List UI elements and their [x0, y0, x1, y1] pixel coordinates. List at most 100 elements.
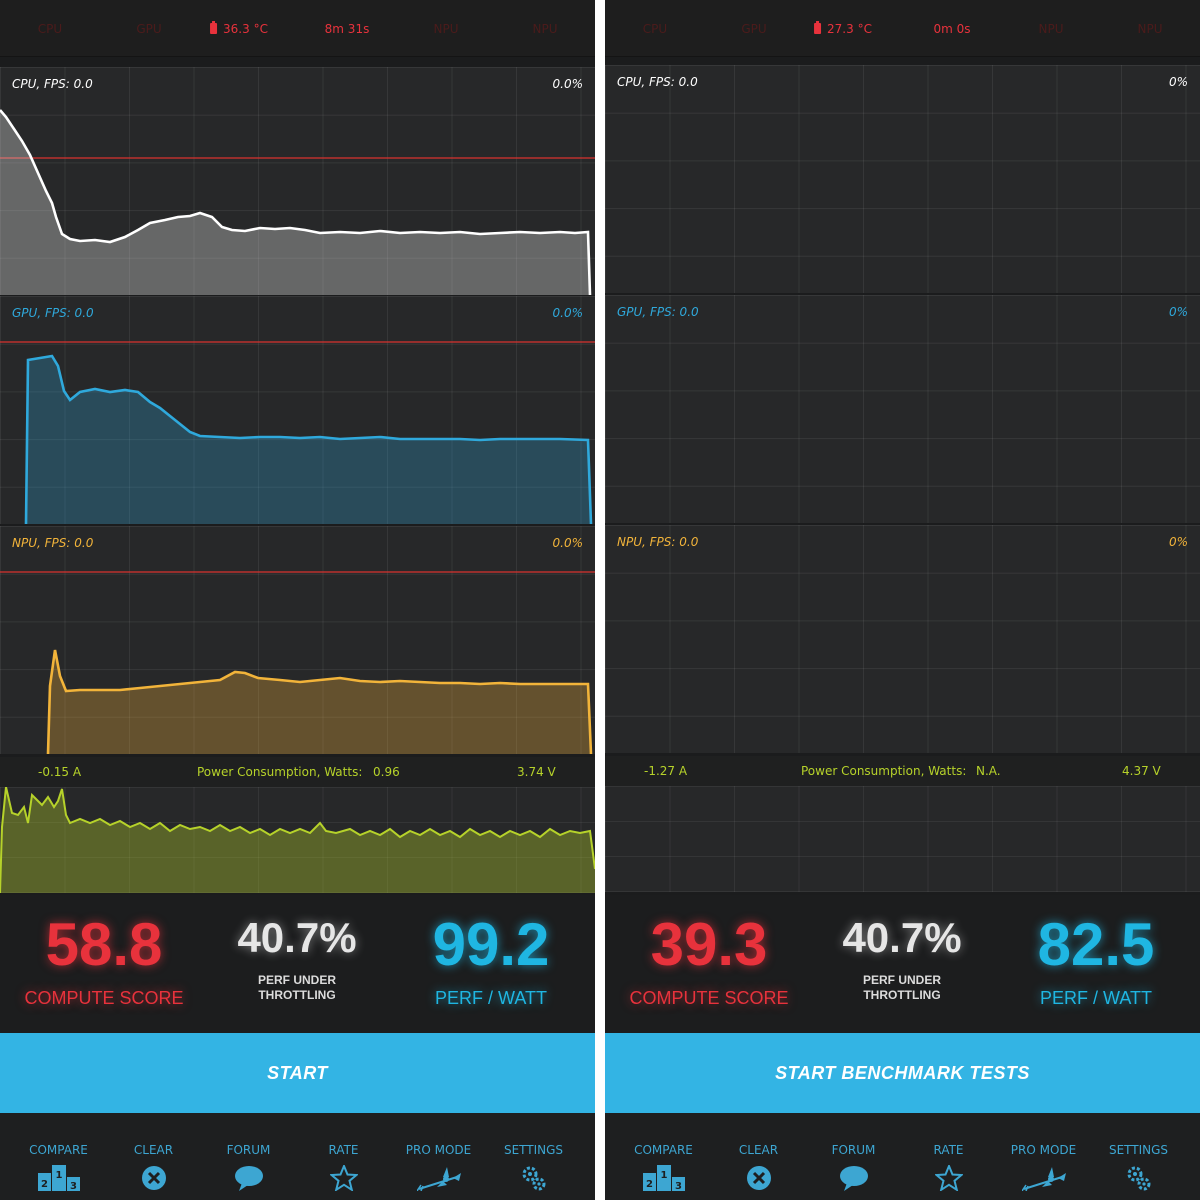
svg-text:3: 3: [70, 1181, 77, 1191]
power-readout-bar: -1.27 A Power Consumption, Watts: N.A. 4…: [605, 756, 1200, 786]
nav-settings[interactable]: SETTINGS: [484, 1143, 583, 1191]
star-icon: [329, 1165, 358, 1191]
power-consumption-label: Power Consumption, Watts:: [197, 765, 363, 779]
cpu-fps-label: CPU, FPS: 0.0: [12, 77, 93, 91]
nav-clear-label: CLEAR: [738, 1143, 779, 1157]
gpu-graph-panel: GPU, FPS: 0.0 0%: [605, 295, 1200, 523]
nav-clear[interactable]: CLEAR: [104, 1143, 203, 1191]
svg-text:2: 2: [41, 1179, 48, 1190]
power-current: -1.27 A: [644, 764, 688, 778]
nav-forum[interactable]: FORUM: [199, 1143, 298, 1191]
throttling-label: PERF UNDER THROTTLING: [198, 973, 396, 1003]
throttling-value: 40.7%: [842, 914, 962, 961]
power-consumption-value: 0.96: [373, 765, 400, 779]
compute-score-label: COMPUTE SCORE: [629, 988, 789, 1008]
nav-forum-label: FORUM: [831, 1143, 876, 1157]
gear-icon: [522, 1166, 545, 1191]
cpu-graph-line: [0, 109, 592, 295]
cpu-graph-panel: CPU, FPS: 0.0 0.0%: [0, 67, 595, 295]
nav-pro-mode[interactable]: PRO MODE: [389, 1143, 488, 1191]
battery-icon: [210, 21, 218, 34]
gpu-graph-panel: GPU, FPS: 0.0 0.0%: [0, 296, 595, 524]
witch-icon: [1021, 1167, 1066, 1191]
score-summary: 58.8 COMPUTE SCORE 40.7% PERF UNDER THRO…: [0, 895, 595, 1033]
compute-score-label: COMPUTE SCORE: [24, 988, 184, 1008]
nav-clear[interactable]: CLEAR: [709, 1143, 808, 1191]
throttling-label-line2: THROTTLING: [863, 988, 941, 1002]
compute-score: 39.3 COMPUTE SCORE: [610, 895, 808, 1009]
compute-score: 58.8 COMPUTE SCORE: [5, 895, 203, 1009]
svg-text:3: 3: [675, 1181, 682, 1191]
nav-forum[interactable]: FORUM: [804, 1143, 903, 1191]
perf-per-watt-label: PERF / WATT: [435, 988, 547, 1008]
cpu-percent-label: 0%: [1168, 75, 1188, 89]
nav-rate[interactable]: RATE: [899, 1143, 998, 1191]
gpu-graph-line: [24, 354, 593, 524]
compute-score-value: 58.8: [45, 911, 163, 978]
cpu-percent-label: 0.0%: [552, 77, 584, 91]
nav-rate[interactable]: RATE: [294, 1143, 393, 1191]
gpu-graph: [0, 341, 595, 524]
start-benchmark-tests-button[interactable]: START BENCHMARK TESTS: [605, 1033, 1200, 1113]
nav-rate-label: RATE: [933, 1143, 964, 1157]
clear-x-icon: [746, 1166, 771, 1190]
npu-graph: [0, 571, 595, 754]
npu-percent-label: 0%: [1168, 535, 1188, 549]
throttling-label-line1: PERF UNDER: [862, 973, 941, 987]
throttling-label-line2: THROTTLING: [258, 988, 336, 1002]
power-graph-fill: [0, 787, 595, 893]
podium-icon: 2 1 3: [642, 1165, 685, 1191]
gpu-percent-label: 0.0%: [552, 306, 584, 320]
nav-compare[interactable]: COMPARE 2 1 3: [614, 1143, 713, 1191]
gpu-fps-label: GPU, FPS: 0.0: [617, 305, 699, 319]
status-bar: CPU GPU 36.3 °C 8m 31s NPU NPU: [0, 0, 595, 57]
status-npu-2: NPU: [1137, 22, 1163, 36]
nav-pro-mode[interactable]: PRO MODE: [994, 1143, 1093, 1191]
status-gpu: GPU: [136, 22, 162, 36]
start-button[interactable]: START: [0, 1033, 595, 1113]
bottom-navigation: COMPARE 2 1 3 CLEAR FORUM RATE: [605, 1113, 1200, 1200]
status-npu-2: NPU: [532, 22, 558, 36]
nav-forum-label: FORUM: [226, 1143, 271, 1157]
perf-per-watt-value: 99.2: [432, 911, 550, 978]
throttling-label-line1: PERF UNDER: [257, 973, 336, 987]
power-voltage: 4.37 V: [1122, 764, 1161, 778]
benchmark-screen-idle: CPU GPU 27.3 °C 0m 0s NPU NPU CPU, FPS: …: [605, 0, 1200, 1200]
power-current: -0.15 A: [38, 765, 82, 779]
npu-graph-panel: NPU, FPS: 0.0 0.0%: [0, 526, 595, 754]
nav-settings[interactable]: SETTINGS: [1089, 1143, 1188, 1191]
svg-text:1: 1: [55, 1170, 62, 1181]
gear-icon: [1127, 1166, 1150, 1191]
npu-percent-label: 0.0%: [552, 536, 584, 550]
throttling-value: 40.7%: [237, 914, 357, 961]
witch-icon: [416, 1167, 461, 1191]
compute-score-value: 39.3: [650, 911, 768, 978]
nav-clear-label: CLEAR: [133, 1143, 174, 1157]
bottom-navigation: COMPARE 2 1 3 CLEAR FORUM RATE: [0, 1113, 595, 1200]
temperature-value: 36.3 °C: [223, 22, 268, 36]
star-icon: [934, 1165, 963, 1191]
power-graph-line: [0, 787, 595, 893]
power-graph: [0, 787, 595, 893]
clear-x-icon: [141, 1166, 166, 1190]
npu-fps-label: NPU, FPS: 0.0: [12, 536, 94, 550]
perf-per-watt: 82.5 PERF / WATT: [997, 895, 1195, 1009]
cpu-graph-panel: CPU, FPS: 0.0 0%: [605, 65, 1200, 293]
power-graph-panel: [0, 787, 595, 893]
perf-per-watt-value: 82.5: [1037, 911, 1155, 978]
cpu-graph-fill: [0, 110, 590, 295]
temperature-value: 27.3 °C: [827, 22, 872, 36]
status-gpu: GPU: [741, 22, 767, 36]
podium-icon: 2 1 3: [37, 1165, 80, 1191]
chat-bubble-icon: [839, 1166, 868, 1191]
npu-graph-line: [46, 649, 593, 754]
nav-compare[interactable]: COMPARE 2 1 3: [9, 1143, 108, 1191]
status-cpu: CPU: [642, 22, 668, 36]
nav-settings-label: SETTINGS: [503, 1143, 564, 1157]
score-summary: 39.3 COMPUTE SCORE 40.7% PERF UNDER THRO…: [605, 895, 1200, 1033]
gpu-graph-fill: [26, 356, 591, 524]
benchmark-screen-running: CPU GPU 36.3 °C 8m 31s NPU NPU CPU, FPS:…: [0, 0, 595, 1200]
nav-settings-label: SETTINGS: [1108, 1143, 1169, 1157]
status-npu: NPU: [1038, 22, 1064, 36]
cpu-fps-label: CPU, FPS: 0.0: [617, 75, 698, 89]
